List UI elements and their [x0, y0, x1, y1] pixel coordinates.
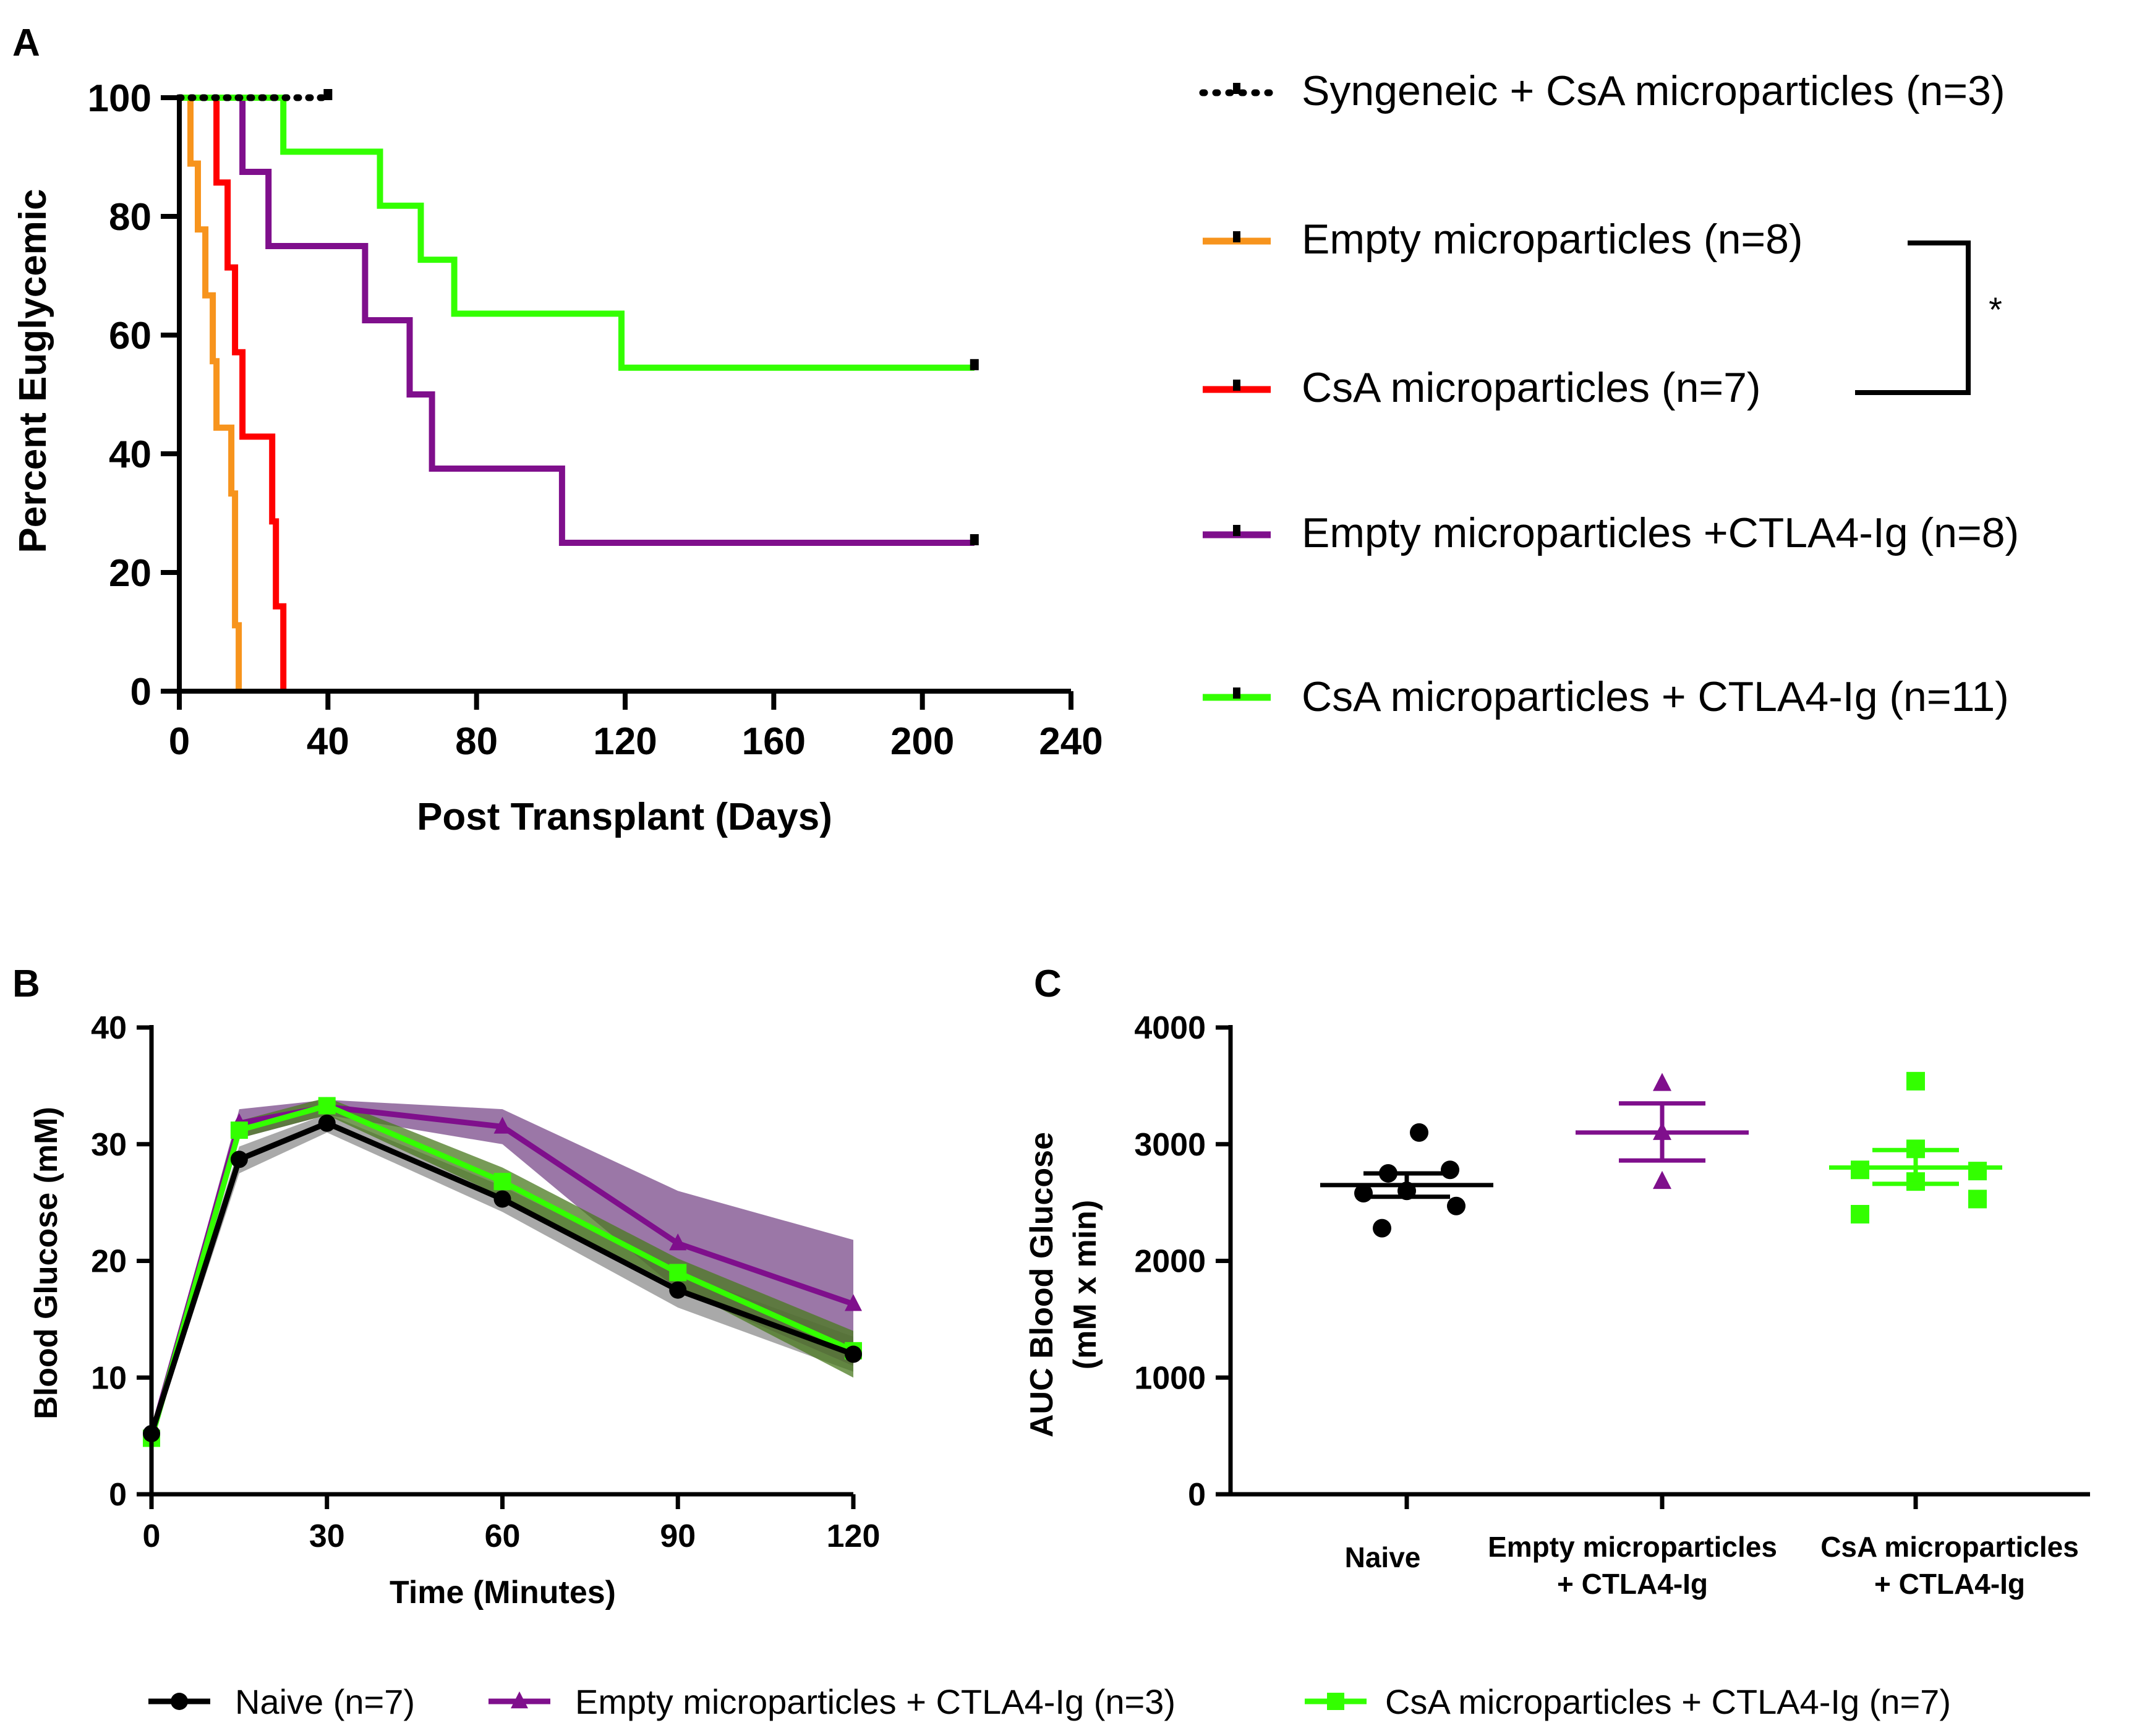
x-tick-label: 30	[309, 1518, 345, 1554]
data-point-green	[230, 1121, 248, 1139]
legend-item-csa: CsA microparticles (n=7)	[1302, 364, 1761, 411]
auc-point-purple	[1653, 1170, 1671, 1189]
glucose-line-green	[148, 1102, 855, 1439]
y-tick-label: 0	[109, 1477, 127, 1513]
x-tick-label: 90	[660, 1518, 696, 1554]
auc-point-purple	[1653, 1073, 1671, 1091]
data-point-purple	[493, 1117, 511, 1134]
panel-a-y-axis-label: Percent Euglycemic	[12, 189, 54, 553]
legend-marker-black	[171, 1693, 188, 1710]
legend-item-csa-ctla4-b: CsA microparticles + CTLA4-Ig (n=7)	[1385, 1682, 1951, 1721]
legend-item-syngeneic: Syngeneic + CsA microparticles (n=3)	[1302, 67, 2005, 114]
auc-point-green	[1851, 1205, 1869, 1223]
error-band-purple	[151, 1100, 853, 1440]
x-tick-label: 120	[593, 720, 657, 763]
legend-item-empty-ctla4-b: Empty microparticles + CTLA4-Ig (n=3)	[575, 1682, 1175, 1721]
data-point-green	[493, 1173, 511, 1191]
x-tick-label: 240	[1039, 720, 1103, 763]
legend-marker-green	[1327, 1693, 1344, 1710]
legend-item-empty: Empty microparticles (n=8)	[1302, 216, 1803, 263]
y-tick-label: 4000	[1134, 1010, 1206, 1046]
survival-line-purple	[179, 95, 975, 546]
significance-bracket	[1855, 240, 1971, 395]
panel-a-legend: Syngeneic + CsA microparticles (n=3) Emp…	[1199, 67, 2019, 720]
y-tick-label: 30	[91, 1127, 127, 1163]
data-point-black	[845, 1345, 862, 1363]
auc-point-black	[1373, 1219, 1391, 1238]
auc-point-black	[1447, 1196, 1466, 1215]
data-point-green	[318, 1097, 336, 1115]
auc-point-green	[1968, 1162, 1987, 1181]
auc-point-black	[1410, 1123, 1428, 1142]
panel-b-legend: Naive (n=7) Empty microparticles + CTLA4…	[148, 1682, 1951, 1721]
x-tick-label: 160	[742, 720, 806, 763]
panel-b-x-axis-label: Time (Minutes)	[390, 1575, 616, 1610]
y-tick-label: 3000	[1134, 1127, 1206, 1163]
x-tick-label: 0	[143, 1518, 161, 1554]
y-tick-label: 2000	[1134, 1244, 1206, 1280]
group-label-csa-ctla4-line1: CsA microparticles	[1820, 1531, 2079, 1563]
data-point-black	[318, 1114, 336, 1132]
x-tick-label: 0	[169, 720, 190, 763]
x-tick-label: 60	[485, 1518, 521, 1554]
y-tick-label: 60	[109, 315, 151, 357]
x-tick-label: 200	[890, 720, 954, 763]
survival-line-red	[179, 95, 287, 691]
data-point-green	[669, 1264, 687, 1282]
legend-item-empty-ctla4: Empty microparticles +CTLA4-Ig (n=8)	[1302, 509, 2019, 556]
censor-tick	[323, 89, 333, 100]
y-tick-label: 20	[91, 1244, 127, 1280]
auc-point-green	[1906, 1071, 1925, 1091]
y-tick-label: 0	[130, 671, 151, 713]
legend-censor-tick	[1233, 83, 1240, 94]
panel-label-c: C	[1034, 963, 1062, 1005]
panel-b-glucose-chart: 0 30 60 90 120 0 10 20 30 40 Time (Minutes) Blood…	[28, 1010, 880, 1610]
data-point-black	[669, 1281, 687, 1299]
x-tick-label: 40	[307, 720, 349, 763]
legend-censor-tick	[1233, 687, 1240, 699]
survival-line-green	[179, 95, 975, 371]
y-tick-label: 40	[91, 1010, 127, 1046]
group-label-naive: Naive	[1345, 1541, 1421, 1573]
panel-c-auc-chart: 0 1000 2000 3000 4000 AUC Blood Glucose (mM …	[1024, 1010, 2090, 1600]
panel-label-b: B	[12, 963, 40, 1005]
y-tick-label: 10	[91, 1360, 127, 1396]
panel-a-x-axis-label: Post Transplant (Days)	[417, 796, 832, 838]
censor-tick	[970, 534, 979, 545]
auc-point-black	[1441, 1160, 1459, 1180]
y-tick-label: 40	[109, 433, 151, 476]
group-label-empty-ctla4-line1: Empty microparticles	[1488, 1531, 1777, 1563]
legend-marker-purple	[511, 1691, 528, 1709]
legend-item-csa-ctla4: CsA microparticles + CTLA4-Ig (n=11)	[1302, 673, 2009, 720]
y-tick-label: 0	[1188, 1477, 1206, 1513]
y-tick-label: 100	[88, 77, 151, 120]
panel-c-y-axis-label-line2: (mM x min)	[1067, 1200, 1103, 1369]
legend-censor-tick	[1233, 231, 1240, 242]
panel-c-y-axis-label-line1: AUC Blood Glucose	[1024, 1132, 1060, 1437]
y-tick-label: 80	[109, 196, 151, 239]
panel-a-survival-chart: 0 40 80 120 160 200 240 0 20 40 60 80 100 Post Trans…	[12, 77, 1103, 838]
x-tick-label: 120	[827, 1518, 881, 1554]
x-tick-label: 80	[455, 720, 498, 763]
legend-censor-tick	[1233, 380, 1240, 391]
y-tick-label: 1000	[1134, 1360, 1206, 1396]
survival-line-orange	[179, 95, 242, 691]
group-label-empty-ctla4-line2: + CTLA4-Ig	[1557, 1568, 1708, 1600]
legend-censor-tick	[1233, 525, 1240, 536]
auc-point-green	[1851, 1160, 1869, 1180]
glucose-line-black	[148, 1120, 855, 1435]
panel-b-y-axis-label: Blood Glucose (mM)	[28, 1107, 64, 1419]
panel-label-a: A	[12, 22, 40, 64]
auc-point-green	[1968, 1189, 1987, 1209]
censor-tick	[970, 359, 979, 370]
data-point-purple	[845, 1294, 862, 1311]
significance-star: *	[1989, 290, 2002, 329]
legend-item-naive: Naive (n=7)	[235, 1682, 415, 1721]
data-point-black	[493, 1190, 511, 1208]
data-point-black	[230, 1151, 248, 1168]
y-tick-label: 20	[109, 552, 151, 595]
group-label-csa-ctla4-line2: + CTLA4-Ig	[1874, 1568, 2025, 1600]
data-point-purple	[669, 1233, 687, 1251]
